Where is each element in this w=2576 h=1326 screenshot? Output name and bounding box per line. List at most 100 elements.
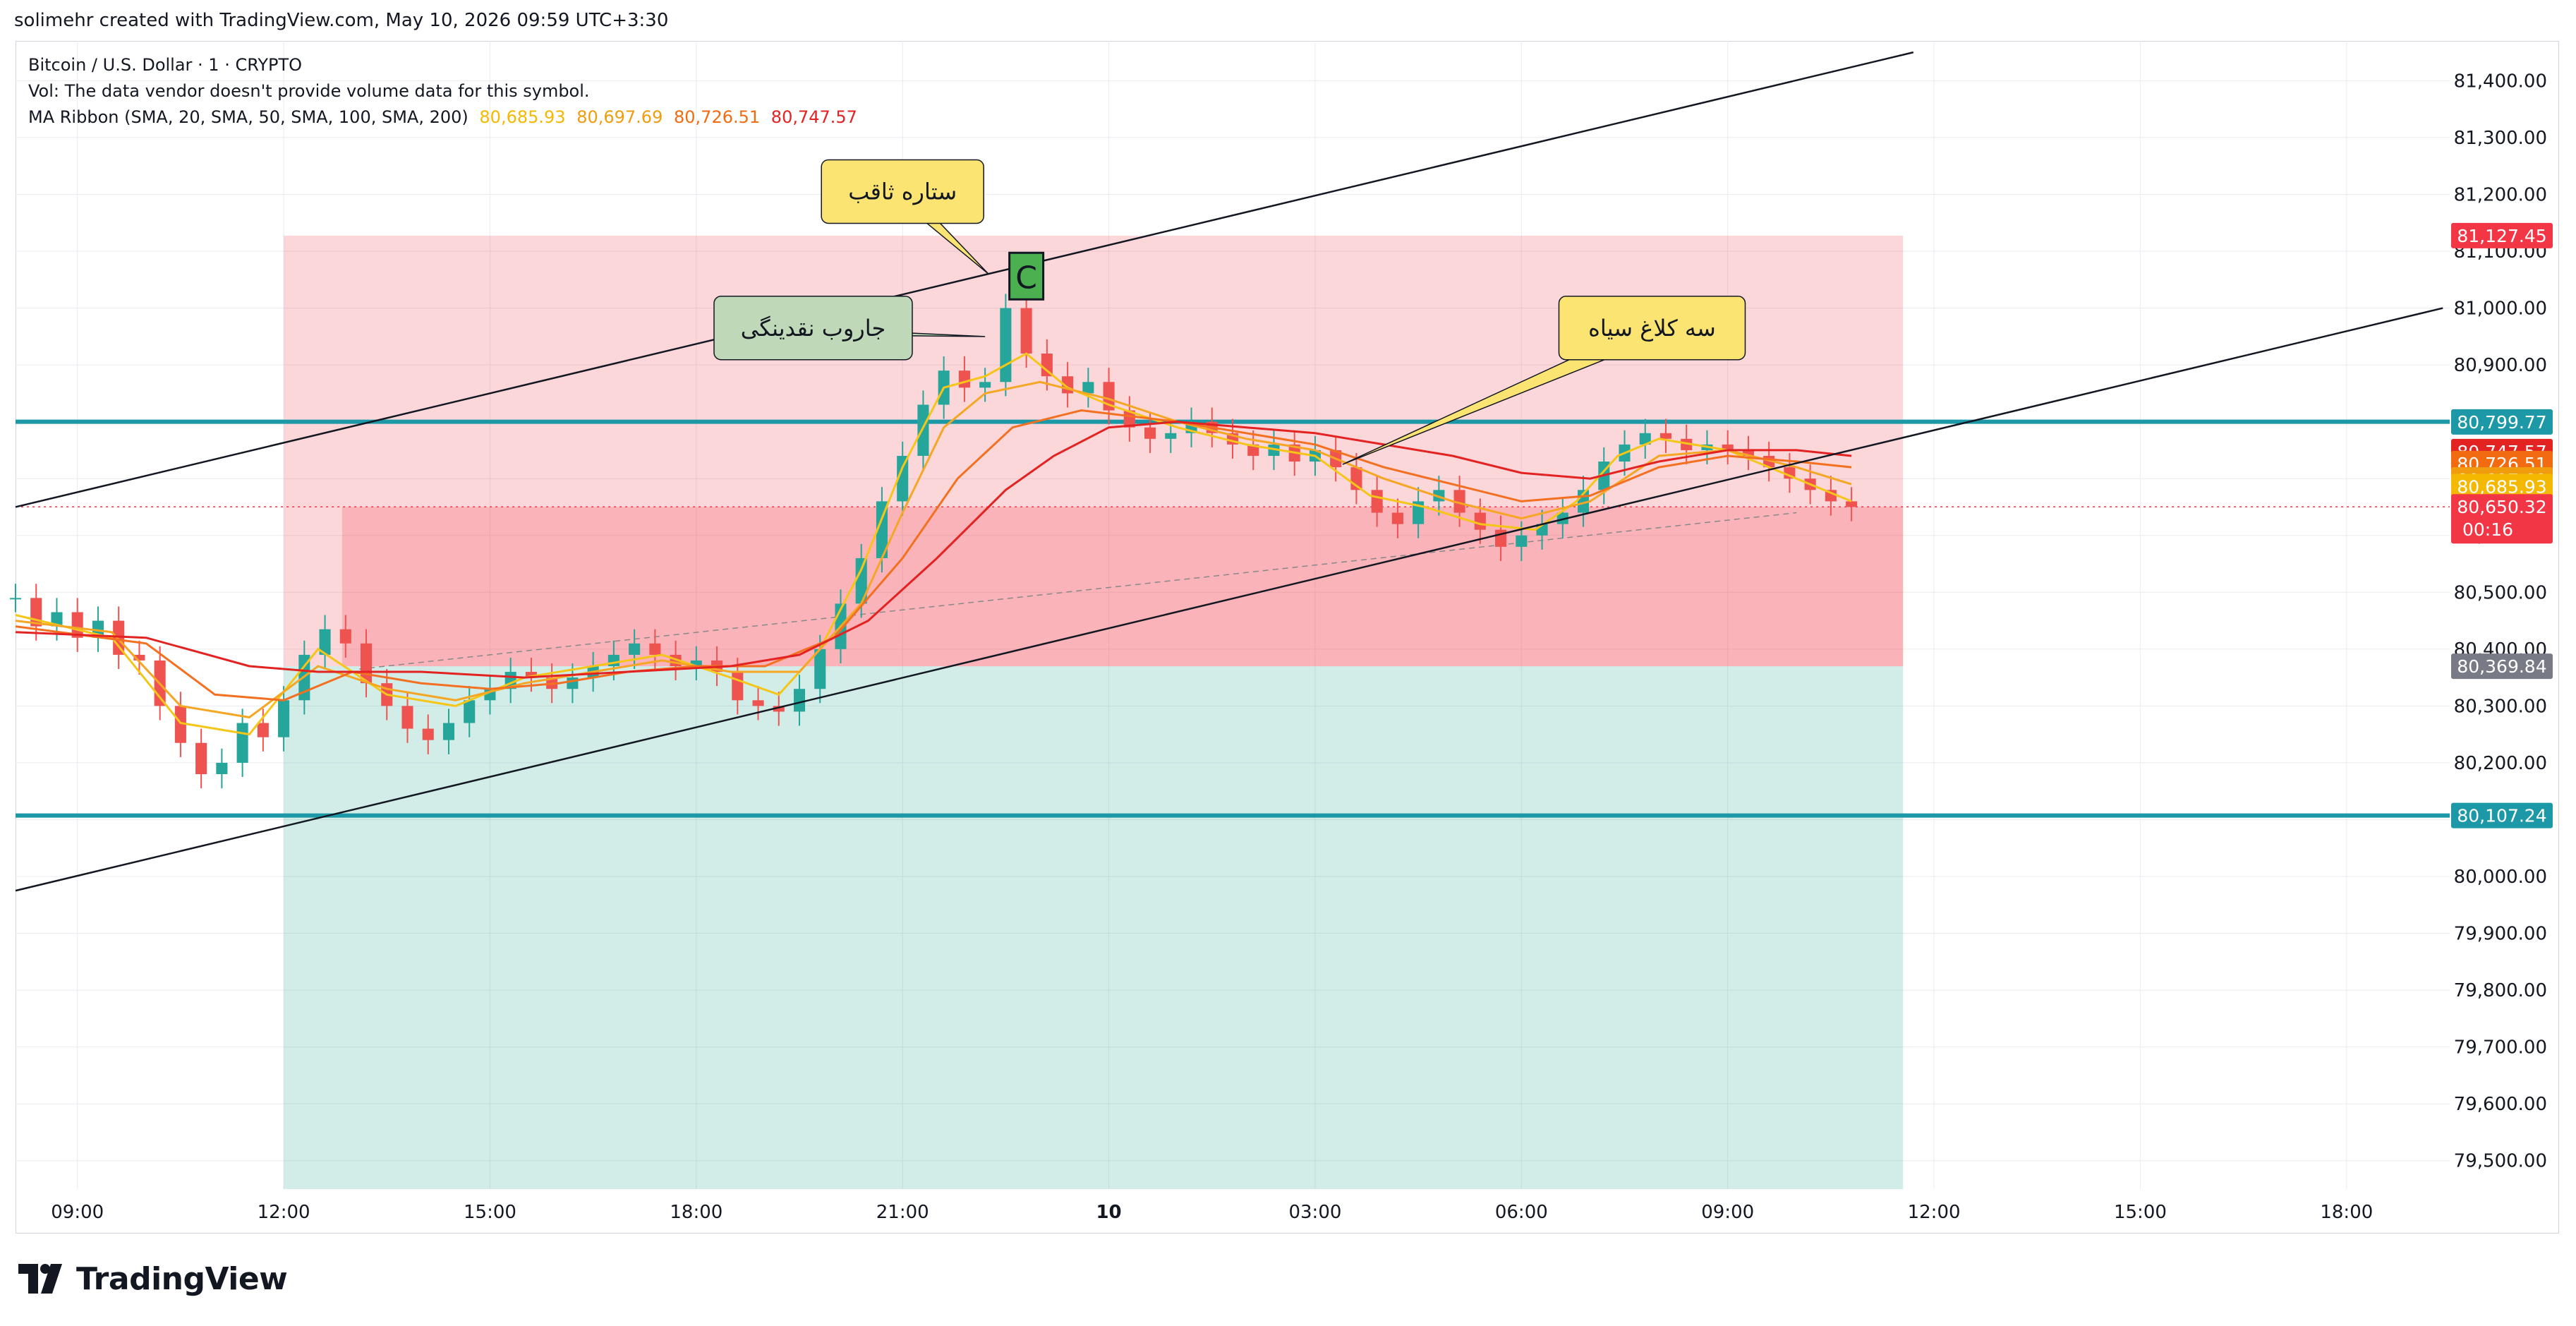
candle[interactable] xyxy=(1639,433,1651,445)
candle[interactable] xyxy=(732,672,744,701)
candle[interactable] xyxy=(876,501,888,558)
callout-annotation[interactable]: سه کلاغ سیاه xyxy=(1342,296,1746,465)
callout-annotation[interactable]: ستاره ثاقب xyxy=(821,159,989,275)
candle[interactable] xyxy=(1453,490,1465,513)
candle[interactable] xyxy=(174,706,186,743)
candle[interactable] xyxy=(1516,535,1528,547)
candle[interactable] xyxy=(401,706,413,729)
ma-series-line[interactable] xyxy=(15,380,1852,719)
candle[interactable] xyxy=(814,649,826,689)
candle[interactable] xyxy=(278,700,290,737)
x-axis-tick-label: 12:00 xyxy=(1908,1202,1961,1223)
legend-ma-value: 80,747.57 xyxy=(770,107,857,127)
legend-symbol[interactable]: Bitcoin / U.S. Dollar · 1 · CRYPTO xyxy=(28,55,303,75)
x-axis-tick-label: 15:00 xyxy=(2114,1202,2167,1223)
legend-ma-ribbon[interactable]: MA Ribbon (SMA, 20, SMA, 50, SMA, 100, S… xyxy=(28,104,857,131)
candle[interactable] xyxy=(1247,444,1259,456)
candle[interactable] xyxy=(1041,353,1053,377)
price-label-box xyxy=(2451,409,2553,435)
marker-box[interactable] xyxy=(1008,251,1045,301)
price-axis-label[interactable]: 80,107.24 xyxy=(2451,802,2553,828)
candle[interactable] xyxy=(51,612,63,627)
price-axis-label[interactable]: 81,127.45 xyxy=(2451,222,2553,248)
y-axis-tick-label: 80,200.00 xyxy=(2454,753,2547,774)
candle[interactable] xyxy=(979,382,991,388)
candle[interactable] xyxy=(1082,382,1094,394)
y-axis-tick-label: 79,700.00 xyxy=(2454,1037,2547,1059)
price-label-box xyxy=(2451,222,2553,248)
candle[interactable] xyxy=(629,643,641,655)
candle[interactable] xyxy=(9,598,22,600)
candle[interactable] xyxy=(216,762,228,775)
candle[interactable] xyxy=(464,700,476,723)
callout-annotation[interactable]: جاروب نقدینگی xyxy=(713,296,986,361)
candle[interactable] xyxy=(897,455,909,502)
candle[interactable] xyxy=(1144,427,1156,439)
y-axis-tick-label: 79,600.00 xyxy=(2454,1094,2547,1115)
candle[interactable] xyxy=(236,723,248,763)
y-axis-tick-label: 79,500.00 xyxy=(2454,1151,2547,1172)
ma-series-line[interactable] xyxy=(15,421,1852,679)
candle[interactable] xyxy=(1556,512,1568,524)
callout-box xyxy=(821,159,984,224)
candle[interactable] xyxy=(1474,512,1486,530)
candle[interactable] xyxy=(1659,433,1672,439)
ma-series-line[interactable] xyxy=(15,409,1852,701)
candle[interactable] xyxy=(1000,308,1012,382)
price-axis-label[interactable]: 80,799.77 xyxy=(2451,409,2553,435)
target-zone[interactable] xyxy=(284,666,1904,1189)
candle[interactable] xyxy=(195,742,207,775)
candle[interactable] xyxy=(1681,438,1693,450)
candle[interactable] xyxy=(649,643,661,655)
candle[interactable] xyxy=(773,706,785,712)
y-axis-tick-label: 80,900.00 xyxy=(2454,355,2547,376)
x-axis-tick-label: 21:00 xyxy=(876,1202,929,1223)
price-axis-label[interactable]: 80,685.93 xyxy=(2451,474,2553,500)
candle[interactable] xyxy=(1371,490,1383,513)
candle[interactable] xyxy=(1846,501,1858,507)
stop-zone-inner xyxy=(341,507,1904,667)
legend-ma-value: 80,685.93 xyxy=(479,107,566,127)
x-axis-tick-label: 18:00 xyxy=(2320,1202,2373,1223)
candle[interactable] xyxy=(525,672,537,678)
x-axis-tick-label: 18:00 xyxy=(670,1202,722,1223)
candle[interactable] xyxy=(917,404,929,456)
candle[interactable] xyxy=(855,557,867,604)
candle[interactable] xyxy=(1020,308,1032,354)
tradingview-logo-icon xyxy=(18,1264,62,1294)
callout-text: ستاره ثاقب xyxy=(848,178,957,205)
y-axis-tick-label: 79,900.00 xyxy=(2454,924,2547,945)
ma-series-line[interactable] xyxy=(15,352,1852,736)
candle[interactable] xyxy=(133,654,145,661)
candle[interactable] xyxy=(1165,433,1177,439)
candle[interactable] xyxy=(1722,444,1734,450)
price-label-box xyxy=(2451,474,2553,500)
brand-name: TradingView xyxy=(76,1260,288,1297)
chart-legend: Bitcoin / U.S. Dollar · 1 · CRYPTO Vol: … xyxy=(28,52,857,131)
candle[interactable] xyxy=(958,370,970,388)
brand[interactable]: TradingView xyxy=(18,1259,288,1298)
candle[interactable] xyxy=(113,620,125,655)
candle[interactable] xyxy=(752,700,764,706)
candle[interactable] xyxy=(319,629,331,655)
candle[interactable] xyxy=(1825,490,1837,502)
candle[interactable] xyxy=(422,728,434,740)
candle[interactable] xyxy=(1495,529,1507,547)
candle[interactable] xyxy=(257,723,269,737)
price-axis-label[interactable]: 80,369.84 xyxy=(2451,653,2553,680)
candle[interactable] xyxy=(1391,512,1403,524)
x-axis-tick-label: 15:00 xyxy=(464,1202,516,1223)
candle[interactable] xyxy=(1268,444,1280,456)
trendline[interactable] xyxy=(15,307,2443,892)
trendline[interactable] xyxy=(15,51,1914,508)
candle[interactable] xyxy=(690,660,702,666)
candle[interactable] xyxy=(1784,467,1796,479)
x-axis-tick-label: 03:00 xyxy=(1288,1202,1341,1223)
candle[interactable] xyxy=(1742,450,1754,456)
candle[interactable] xyxy=(339,629,351,644)
candle[interactable] xyxy=(793,689,806,712)
candle[interactable] xyxy=(442,723,455,740)
y-axis-tick-label: 79,800.00 xyxy=(2454,980,2547,1001)
